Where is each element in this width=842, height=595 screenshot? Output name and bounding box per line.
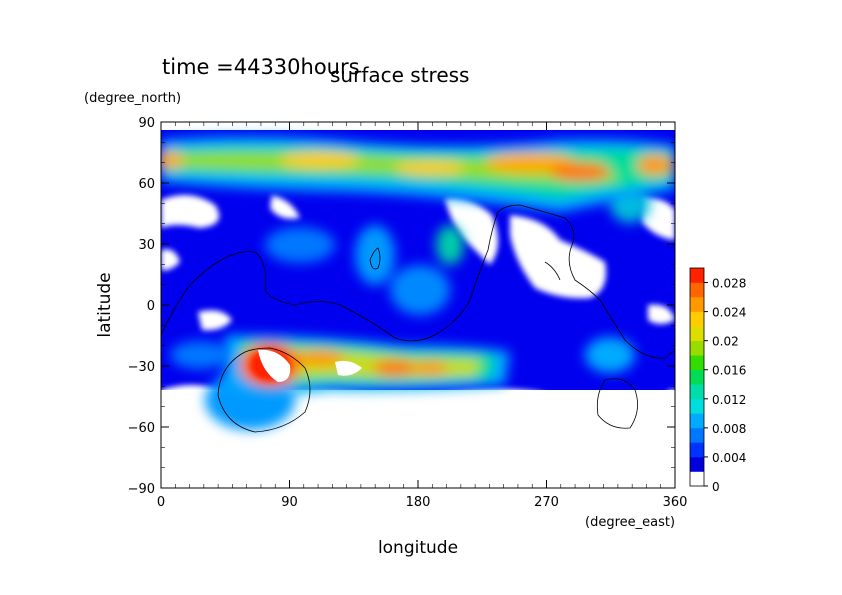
- y-tick-label: 90: [138, 116, 155, 131]
- x-tick-label: 0: [157, 495, 165, 510]
- coastlines: [161, 204, 675, 433]
- time-label: time =44330hours: [162, 55, 360, 79]
- colorbar-swatch: [690, 268, 704, 283]
- colorbar-tick-label: 0.008: [712, 422, 746, 436]
- x-tick-label: 360: [663, 495, 688, 510]
- colorbar-swatch: [690, 471, 704, 487]
- y-tick-label: −90: [128, 482, 155, 497]
- y-tick-label: 60: [138, 177, 155, 192]
- x-tick-label: 270: [534, 495, 559, 510]
- colorbar-tick-label: 0.012: [712, 393, 746, 407]
- colorbar-swatch: [690, 384, 704, 400]
- colorbar-swatch: [690, 326, 704, 341]
- y-tick-label: −30: [128, 360, 155, 375]
- colorbar-tick-label: 0.004: [712, 451, 746, 465]
- colorbar-swatch: [690, 355, 704, 371]
- colorbar: 0 0.004 0.008 0.012 0.016 0.02 0.024 0.028: [689, 267, 746, 494]
- y-unit-label: (degree_north): [84, 91, 181, 106]
- x-axis: 0 90 180 270 360: [157, 122, 688, 510]
- heatmap-field: [161, 130, 675, 488]
- y-axis: 90 60 30 0 −30 −60 −90: [128, 116, 675, 497]
- colorbar-swatch: [690, 398, 704, 414]
- colorbar-frame: [689, 267, 705, 487]
- southern-band: [225, 335, 510, 394]
- colorbar-swatch: [690, 442, 704, 458]
- zero-regions: [161, 195, 675, 488]
- colorbar-swatch: [690, 427, 704, 443]
- y-tick-label: −60: [128, 421, 155, 436]
- colorbar-tick-label: 0.028: [712, 277, 746, 291]
- colorbar-swatch: [690, 311, 704, 327]
- colorbar-swatch: [690, 297, 704, 312]
- x-tick-label: 180: [406, 495, 431, 510]
- southern-peak: [250, 349, 362, 382]
- colorbar-swatch: [690, 413, 704, 429]
- northern-band: [161, 136, 675, 212]
- x-tick-label: 90: [281, 495, 298, 510]
- y-tick-label: 0: [147, 299, 155, 314]
- colorbar-tick-label: 0.016: [712, 364, 746, 378]
- x-axis-label: longitude: [378, 538, 458, 558]
- colorbar-tick-label: 0.024: [712, 306, 746, 320]
- colorbar-tick-label: 0.02: [712, 335, 739, 349]
- colorbar-swatch: [690, 340, 704, 356]
- colorbar-swatch: [690, 282, 704, 298]
- y-tick-label: 30: [138, 238, 155, 253]
- colorbar-swatch: [690, 456, 704, 472]
- chart-title: surface stress: [330, 63, 469, 87]
- colorbar-swatch: [690, 369, 704, 385]
- x-unit-label: (degree_east): [585, 515, 675, 530]
- colorbar-tick-label: 0: [712, 480, 720, 494]
- y-axis-label: latitude: [95, 272, 115, 337]
